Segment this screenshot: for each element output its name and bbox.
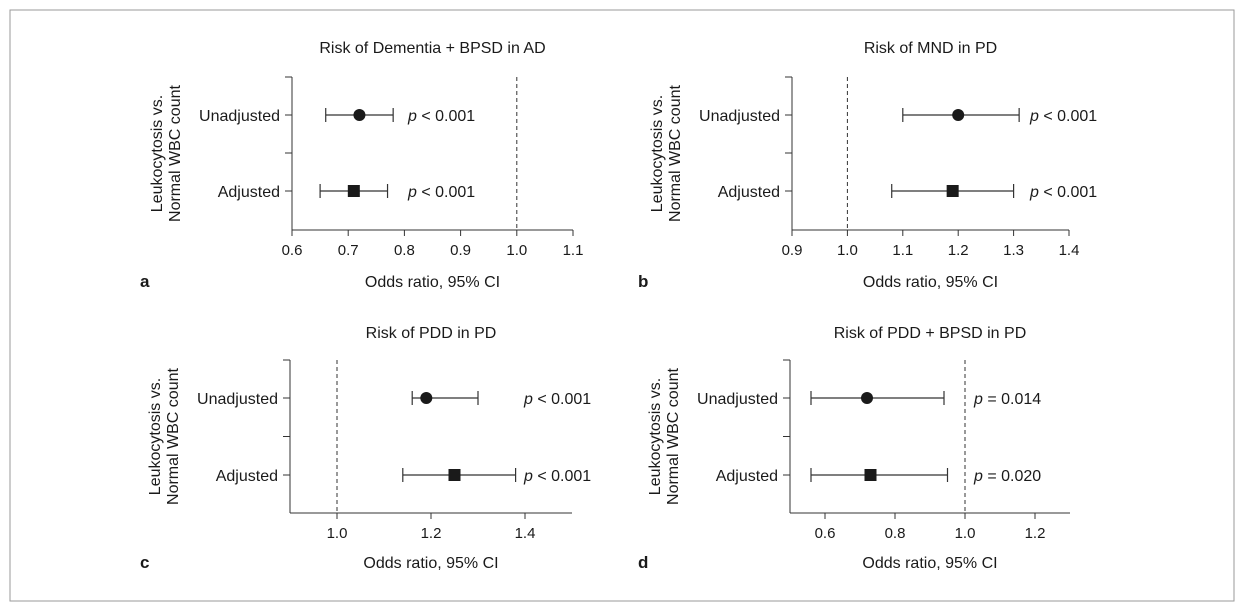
x-tick-label: 1.2 — [948, 242, 969, 259]
y-axis-label-line2: Normal WBC count — [167, 84, 184, 221]
y-axis-label-line1: Leukocytosis vs. — [649, 95, 666, 212]
p-symbol: p — [407, 108, 417, 125]
x-tick-label: 1.1 — [563, 242, 584, 259]
odds-ratio-point-square — [347, 185, 360, 197]
p-value-text: < 0.001 — [417, 108, 475, 125]
row-label: Unadjusted — [199, 108, 280, 125]
panel-letter: a — [140, 272, 150, 291]
y-axis-label-line1: Leukocytosis vs. — [147, 378, 164, 495]
panel-letter: d — [638, 553, 648, 572]
p-symbol: p — [1029, 184, 1039, 201]
odds-ratio-point-square — [448, 469, 461, 481]
row-label: Unadjusted — [699, 108, 780, 125]
panel-d: Risk of PDD + BPSD in PD Leukocytosis vs.… — [638, 325, 1070, 572]
x-tick-label: 1.0 — [955, 525, 976, 542]
p-value: p < 0.001 — [407, 184, 475, 201]
p-symbol: p — [523, 391, 533, 408]
panel-a: Risk of Dementia + BPSD in AD Leukocytosi… — [140, 40, 583, 291]
p-value-text: < 0.001 — [533, 468, 591, 485]
odds-ratio-point-square — [864, 469, 877, 481]
p-value-text: = 0.020 — [983, 468, 1041, 485]
row-label: Adjusted — [716, 468, 778, 485]
y-axis-label-line2: Normal WBC count — [165, 367, 182, 504]
odds-ratio-point-circle — [861, 392, 873, 404]
x-axis-label: Odds ratio, 95% CI — [365, 274, 500, 291]
panel-title: Risk of Dementia + BPSD in AD — [319, 40, 545, 57]
row-label: Unadjusted — [697, 391, 778, 408]
panel-title: Risk of MND in PD — [864, 40, 997, 57]
x-tick-label: 0.6 — [282, 242, 303, 259]
figure-frame — [9, 9, 1235, 602]
p-symbol: p — [523, 468, 533, 485]
panel-letter: c — [140, 553, 149, 572]
panel-letter: b — [638, 272, 648, 291]
y-axis-label-line2: Normal WBC count — [665, 367, 682, 504]
odds-ratio-point-circle — [420, 392, 433, 404]
p-value-text: < 0.001 — [1039, 108, 1097, 125]
x-tick-label: 0.7 — [338, 242, 359, 259]
panel-title: Risk of PDD + BPSD in PD — [834, 325, 1027, 342]
row-label: Adjusted — [218, 184, 280, 201]
x-axis-label: Odds ratio, 95% CI — [862, 555, 997, 572]
row-label: Adjusted — [718, 184, 780, 201]
odds-ratio-point-circle — [353, 109, 366, 121]
p-value-text: < 0.001 — [533, 391, 591, 408]
p-value-text: < 0.001 — [417, 184, 475, 201]
x-axis-label: Odds ratio, 95% CI — [363, 555, 498, 572]
x-tick-label: 1.3 — [1003, 242, 1024, 259]
y-axis-label-line1: Leukocytosis vs. — [149, 95, 166, 212]
x-tick-label: 1.4 — [1059, 242, 1080, 259]
p-value: p = 0.014 — [973, 391, 1041, 408]
x-tick-label: 0.9 — [450, 242, 471, 259]
y-axis-label-line1: Leukocytosis vs. — [647, 378, 664, 495]
p-value: p < 0.001 — [407, 108, 475, 125]
x-tick-label: 0.6 — [815, 525, 836, 542]
p-value: p < 0.001 — [523, 391, 591, 408]
panel-c: Risk of PDD in PD Leukocytosis vs. Normal … — [140, 325, 591, 572]
x-tick-label: 1.0 — [506, 242, 527, 259]
p-value-text: < 0.001 — [1039, 184, 1097, 201]
x-tick-label: 1.4 — [515, 525, 536, 542]
p-symbol: p — [973, 468, 983, 485]
p-value: p = 0.020 — [973, 468, 1041, 485]
x-axis-label: Odds ratio, 95% CI — [863, 274, 998, 291]
x-tick-label: 0.8 — [394, 242, 415, 259]
y-axis-label-line2: Normal WBC count — [667, 84, 684, 221]
x-tick-label: 0.8 — [885, 525, 906, 542]
p-value: p < 0.001 — [523, 468, 591, 485]
x-tick-label: 1.1 — [892, 242, 913, 259]
odds-ratio-point-square — [946, 185, 959, 197]
x-tick-label: 0.9 — [782, 242, 803, 259]
x-tick-label: 1.0 — [837, 242, 858, 259]
p-value: p < 0.001 — [1029, 184, 1097, 201]
x-tick-label: 1.2 — [421, 525, 442, 542]
p-symbol: p — [407, 184, 417, 201]
odds-ratio-point-circle — [952, 109, 965, 121]
p-symbol: p — [973, 391, 983, 408]
p-value: p < 0.001 — [1029, 108, 1097, 125]
row-label: Adjusted — [216, 468, 278, 485]
panel-title: Risk of PDD in PD — [366, 325, 497, 342]
p-symbol: p — [1029, 108, 1039, 125]
row-label: Unadjusted — [197, 391, 278, 408]
x-tick-label: 1.2 — [1025, 525, 1046, 542]
panel-b: Risk of MND in PD Leukocytosis vs. Normal … — [638, 40, 1097, 291]
x-tick-label: 1.0 — [327, 525, 348, 542]
p-value-text: = 0.014 — [983, 391, 1041, 408]
